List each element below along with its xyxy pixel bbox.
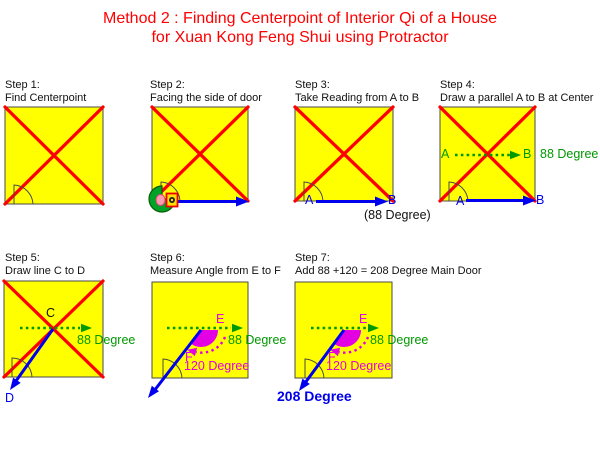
- point-label-a-center: A: [441, 147, 450, 161]
- step-2-title: Step 2:: [150, 79, 185, 91]
- angle-dotted-arc-e-to-f: [195, 336, 227, 354]
- step-6-subtitle: Measure Angle from E to F: [150, 265, 281, 277]
- line-c-to-d: [14, 328, 55, 382]
- corner-angle-arc: [448, 181, 469, 202]
- point-label-c: C: [46, 306, 56, 320]
- degree-label-magenta: 120 Degree: [326, 359, 392, 373]
- step-6-title: Step 6:: [150, 252, 185, 264]
- degree-label-green: 88 Degree: [540, 147, 599, 161]
- arrowhead: [187, 347, 198, 357]
- step-6-header: Step 6: Measure Angle from E to F: [150, 252, 281, 278]
- compass-dial-center: [170, 198, 174, 202]
- step-5-title: Step 5:: [5, 252, 40, 264]
- degree-label-magenta: 120 Degree: [184, 359, 250, 373]
- step-2-subtitle: Facing the side of door: [150, 92, 262, 104]
- angle-wedge: [333, 330, 362, 348]
- step-1-subtitle: Find Centerpoint: [5, 92, 87, 104]
- point-label-b-bottom: B: [536, 193, 545, 207]
- point-label-f: F: [185, 350, 193, 364]
- diagram-title-line1: Method 2 : Finding Centerpoint of Interi…: [103, 10, 497, 27]
- point-label-f: F: [328, 350, 336, 364]
- step-7-header: Step 7: Add 88 +120 = 208 Degree Main Do…: [295, 252, 482, 278]
- diagonal-cross-line: [293, 105, 395, 203]
- step-3-figure: [293, 105, 395, 207]
- diagram-title-line2: for Xuan Kong Feng Shui using Protractor: [151, 29, 449, 46]
- point-label-e: E: [216, 312, 225, 326]
- diagonal-cross-line: [3, 105, 105, 206]
- arrowhead: [236, 196, 249, 207]
- step-5-subtitle: Draw line C to D: [5, 265, 86, 277]
- step-5-figure: [2, 279, 105, 390]
- diagram-title: Method 2 : Finding Centerpoint of Interi…: [0, 9, 600, 47]
- diagonal-cross-line: [2, 279, 105, 379]
- arrowhead: [299, 378, 310, 391]
- step-7-title: Step 7:: [295, 252, 330, 264]
- step-4-figure: [438, 105, 537, 206]
- step-4-subtitle: Draw a parallel A to B at Center: [440, 92, 594, 104]
- point-label-d: D: [5, 391, 15, 405]
- step-2-figure: [148, 105, 250, 213]
- step-5-header: Step 5: Draw line C to D: [5, 252, 85, 278]
- point-label-e: E: [359, 312, 368, 326]
- corner-angle-arc: [11, 357, 33, 378]
- compass-needle: [155, 194, 166, 206]
- diagonal-cross-line: [438, 105, 537, 203]
- step-3-title: Step 3:: [295, 79, 330, 91]
- step-4-title: Step 4:: [440, 79, 475, 91]
- step-7-figure: [294, 281, 393, 391]
- door-compass-icon: [148, 185, 179, 213]
- step-3-header: Step 3: Take Reading from A to B: [295, 79, 419, 105]
- degree-label-blue: 208 Degree: [277, 388, 352, 404]
- step-2-header: Step 2: Facing the side of door: [150, 79, 262, 105]
- reading-degree-label: (88 Degree): [364, 208, 431, 222]
- corner-angle-arc: [304, 358, 325, 379]
- point-label-a-bottom: A: [456, 194, 465, 208]
- step-6-figure: [148, 281, 249, 398]
- step-7-subtitle: Add 88 +120 = 208 Degree Main Door: [295, 265, 482, 277]
- corner-angle-arc: [160, 181, 181, 202]
- arrowhead: [523, 195, 536, 206]
- arrowhead: [10, 377, 21, 390]
- point-label-b: B: [388, 193, 397, 207]
- point-label-a: A: [305, 193, 314, 207]
- degree-label-green: 88 Degree: [77, 333, 136, 347]
- arrowhead: [330, 347, 341, 357]
- arrowhead: [232, 323, 243, 333]
- step-1-title: Step 1:: [5, 79, 40, 91]
- arrowhead: [375, 196, 388, 207]
- main-door-line: [303, 329, 346, 384]
- arrowhead: [368, 323, 379, 333]
- point-label-b-center: B: [523, 147, 532, 161]
- main-door-line: [152, 329, 203, 392]
- step-3-subtitle: Take Reading from A to B: [295, 92, 420, 104]
- corner-angle-arc: [13, 184, 34, 205]
- corner-angle-arc: [303, 181, 324, 202]
- step-4-header: Step 4: Draw a parallel A to B at Center: [440, 79, 593, 105]
- arrowhead: [510, 150, 521, 160]
- angle-wedge: [190, 330, 219, 348]
- diagonal-cross-line: [150, 105, 250, 203]
- degree-label-green: 88 Degree: [370, 333, 429, 347]
- arrowhead: [148, 385, 159, 398]
- step-1-figure: [3, 105, 105, 206]
- angle-dotted-arc-e-to-f: [338, 336, 370, 354]
- step-1-header: Step 1: Find Centerpoint: [5, 79, 86, 105]
- arrowhead: [81, 323, 92, 333]
- degree-label-green: 88 Degree: [228, 333, 287, 347]
